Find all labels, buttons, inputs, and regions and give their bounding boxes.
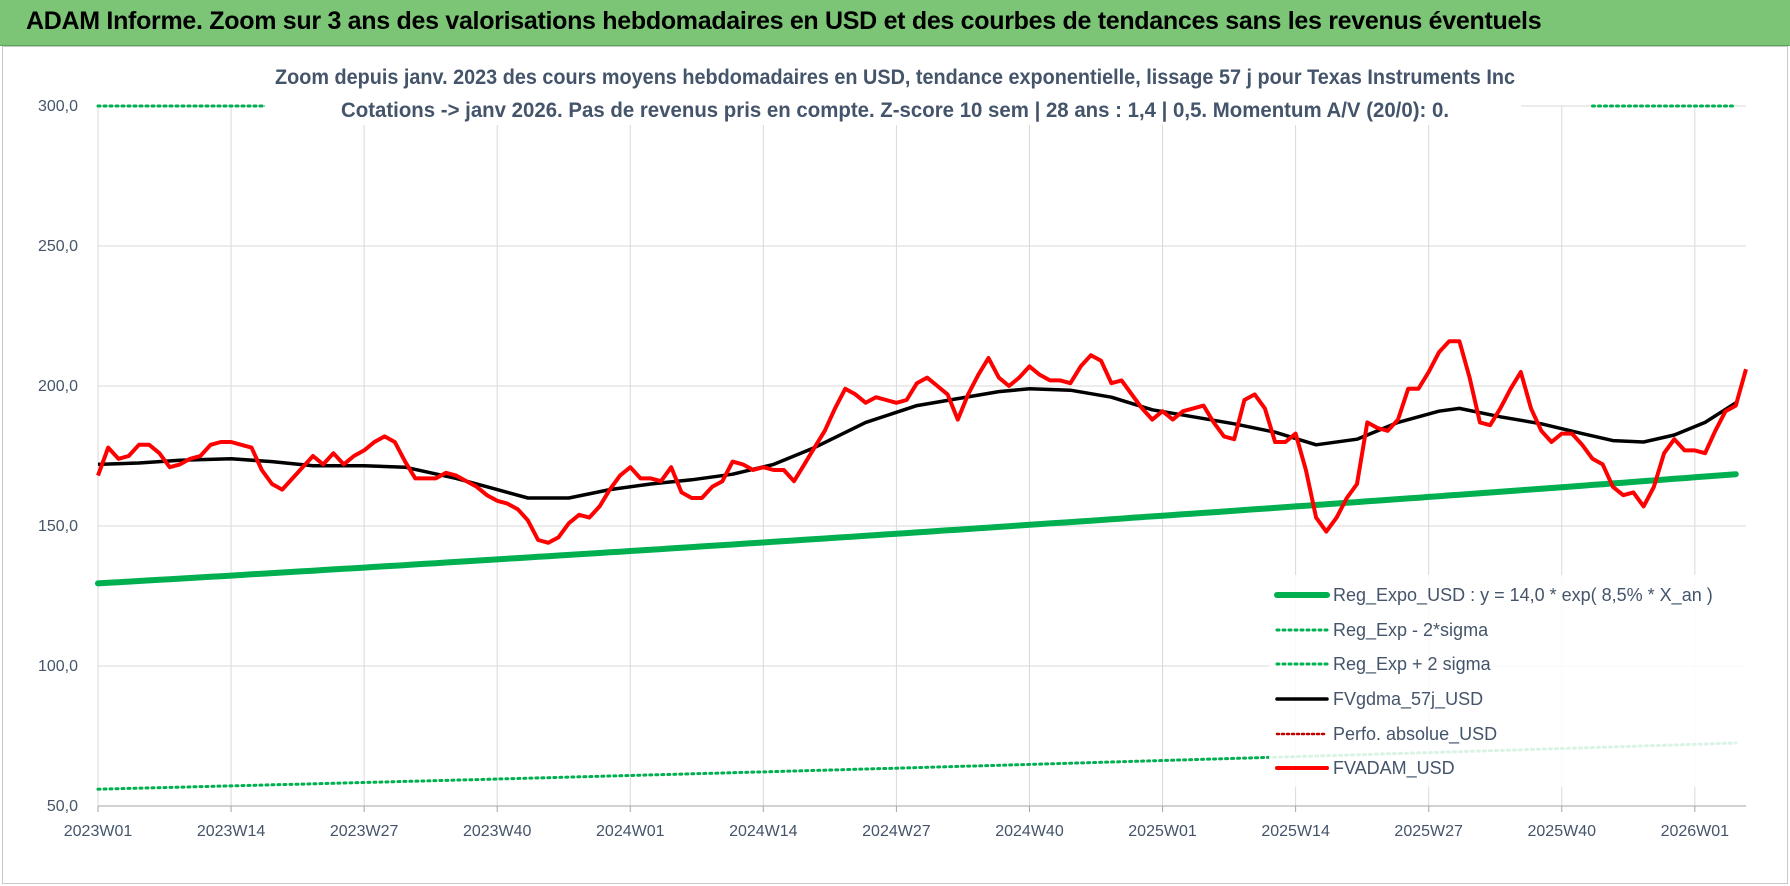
y-axis: 50,0 100,0 150,0 200,0 250,0 300,0 xyxy=(38,98,78,815)
y-tick-label: 100,0 xyxy=(38,658,78,675)
legend-background xyxy=(1269,575,1747,787)
report-title: ADAM Informe. Zoom sur 3 ans des valoris… xyxy=(26,7,1542,35)
legend-label-fvadam: FVADAM_USD xyxy=(1333,758,1455,779)
legend-label-reg: Reg_Expo_USD : y = 14,0 * exp( 8,5% * X_… xyxy=(1333,585,1713,606)
y-tick-label: 200,0 xyxy=(38,378,78,395)
x-tick-label: 2023W01 xyxy=(64,823,133,840)
x-tick-label: 2023W27 xyxy=(330,823,399,840)
x-tick-label: 2023W40 xyxy=(463,823,532,840)
report-banner: ADAM Informe. Zoom sur 3 ans des valoris… xyxy=(0,0,1790,46)
legend-label-perfo: Perfo. absolue_USD xyxy=(1333,724,1497,745)
series-fvadam xyxy=(96,339,1748,545)
x-tick-label: 2025W27 xyxy=(1394,823,1463,840)
legend-label-gdma: FVgdma_57j_USD xyxy=(1333,689,1483,710)
y-tick-label: 50,0 xyxy=(47,798,78,815)
chart-title-line-2: Cotations -> janv 2026. Pas de revenus p… xyxy=(341,99,1449,122)
x-tick-label: 2024W14 xyxy=(729,823,798,840)
series-reg-expo xyxy=(95,471,1739,587)
x-tick-label: 2026W01 xyxy=(1661,823,1730,840)
legend-label-plus: Reg_Exp + 2 sigma xyxy=(1333,654,1492,675)
y-tick-label: 250,0 xyxy=(38,238,78,255)
chart-legend: Reg_Expo_USD : y = 14,0 * exp( 8,5% * X_… xyxy=(1269,575,1747,787)
x-axis: 2023W01 2023W14 2023W27 2023W40 2024W01 2024W… xyxy=(64,805,1746,840)
x-tick-label: 2025W14 xyxy=(1261,823,1330,840)
x-tick-label: 2023W14 xyxy=(197,823,266,840)
chart-title-background xyxy=(265,59,1521,125)
x-tick-label: 2024W27 xyxy=(862,823,931,840)
series-layer xyxy=(95,104,1748,791)
x-tick-label: 2025W40 xyxy=(1528,823,1597,840)
chart-title-line-1: Zoom depuis janv. 2023 des cours moyens … xyxy=(275,66,1515,89)
legend-label-minus: Reg_Exp - 2*sigma xyxy=(1333,620,1489,641)
x-tick-label: 2024W40 xyxy=(995,823,1064,840)
x-tick-label: 2024W01 xyxy=(596,823,665,840)
series-fvgdma xyxy=(97,387,1737,500)
y-tick-label: 150,0 xyxy=(38,518,78,535)
chart-frame: 50,0 100,0 150,0 200,0 250,0 300,0 2023W01 202… xyxy=(2,46,1788,884)
x-tick-label: 2025W01 xyxy=(1128,823,1197,840)
y-tick-label: 300,0 xyxy=(38,98,78,115)
